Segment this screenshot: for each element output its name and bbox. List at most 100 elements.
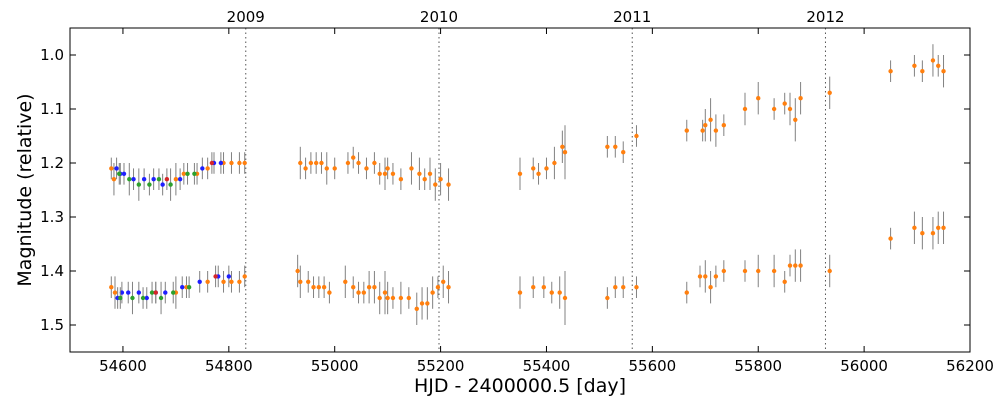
data-point-orange bbox=[435, 285, 441, 290]
data-point-blue bbox=[163, 290, 168, 295]
data-point-blue bbox=[144, 295, 149, 301]
data-point-orange bbox=[742, 106, 748, 112]
data-point-orange bbox=[321, 285, 327, 290]
data-point-red bbox=[164, 177, 170, 182]
x-tick-label: 56200 bbox=[946, 357, 994, 375]
data-point-orange bbox=[703, 123, 708, 128]
data-point-orange bbox=[684, 128, 689, 133]
data-point-orange bbox=[793, 263, 798, 268]
data-point-orange bbox=[930, 231, 936, 236]
data-point-orange bbox=[377, 295, 382, 301]
data-point-orange bbox=[237, 279, 242, 284]
data-point-orange bbox=[634, 285, 639, 290]
data-point-green bbox=[147, 182, 152, 187]
data-point-orange bbox=[700, 128, 705, 133]
x-tick-label: 55800 bbox=[734, 357, 782, 375]
data-point-orange bbox=[930, 58, 936, 63]
data-point-orange bbox=[313, 160, 319, 166]
data-point-orange bbox=[372, 160, 377, 166]
data-point-orange bbox=[306, 279, 311, 284]
y-tick-label: 1.1 bbox=[40, 100, 64, 118]
data-point-orange bbox=[798, 263, 803, 268]
data-point-orange bbox=[109, 166, 114, 171]
data-point-blue bbox=[218, 160, 224, 166]
data-point-blue bbox=[177, 177, 183, 182]
data-point-orange bbox=[782, 101, 787, 106]
data-point-orange bbox=[382, 290, 388, 295]
data-point-blue bbox=[226, 274, 232, 279]
y-tick-label: 1.2 bbox=[40, 154, 64, 172]
data-point-orange bbox=[205, 166, 210, 171]
x-tick-label: 55000 bbox=[311, 357, 359, 375]
data-point-orange bbox=[827, 90, 832, 96]
data-point-orange bbox=[536, 171, 541, 176]
data-point-green bbox=[149, 290, 155, 295]
data-point-orange bbox=[441, 279, 446, 284]
data-point-orange bbox=[936, 225, 941, 230]
data-point-orange bbox=[366, 285, 372, 290]
data-point-orange bbox=[364, 166, 369, 171]
data-points-group bbox=[109, 44, 946, 325]
data-point-orange bbox=[721, 123, 727, 128]
data-point-orange bbox=[111, 177, 117, 182]
data-point-orange bbox=[433, 182, 438, 187]
data-point-orange bbox=[912, 225, 917, 230]
data-point-orange bbox=[298, 279, 303, 284]
data-point-orange bbox=[319, 160, 324, 166]
data-point-orange bbox=[361, 290, 367, 295]
year-marker-label: 2010 bbox=[420, 8, 458, 26]
x-tick-label: 54800 bbox=[205, 357, 253, 375]
data-point-orange bbox=[242, 160, 247, 166]
data-point-orange bbox=[324, 166, 329, 171]
data-point-orange bbox=[531, 285, 536, 290]
data-point-orange bbox=[888, 236, 893, 241]
data-point-orange bbox=[109, 285, 114, 290]
data-point-orange bbox=[173, 177, 179, 182]
data-point-red bbox=[209, 160, 215, 166]
data-point-orange bbox=[827, 268, 832, 274]
data-point-orange bbox=[782, 279, 787, 284]
x-tick-label: 56000 bbox=[840, 357, 888, 375]
data-point-orange bbox=[742, 268, 748, 274]
data-point-orange bbox=[398, 295, 404, 301]
data-point-orange bbox=[417, 171, 422, 176]
data-point-green bbox=[136, 182, 142, 187]
data-point-orange bbox=[406, 295, 412, 301]
x-axis-title: HJD - 2400000.5 [day] bbox=[414, 375, 626, 397]
data-point-orange bbox=[385, 295, 390, 301]
data-point-orange bbox=[517, 290, 523, 295]
data-point-green bbox=[168, 182, 173, 187]
data-point-orange bbox=[422, 177, 427, 182]
data-point-blue bbox=[197, 279, 202, 284]
data-point-blue bbox=[126, 290, 131, 295]
data-point-orange bbox=[787, 263, 793, 268]
year-marker-group: 2009 2010 2011 2012 bbox=[227, 8, 845, 352]
data-point-blue bbox=[121, 171, 127, 176]
data-point-orange bbox=[311, 285, 316, 290]
data-point-orange bbox=[621, 285, 626, 290]
data-point-orange bbox=[205, 279, 210, 284]
data-point-orange bbox=[541, 285, 547, 290]
data-point-orange bbox=[229, 279, 234, 284]
y-tick-label: 1.3 bbox=[40, 208, 64, 226]
data-point-orange bbox=[242, 274, 247, 279]
plot-frame bbox=[69, 27, 971, 353]
data-point-orange bbox=[613, 285, 618, 290]
data-point-orange bbox=[912, 63, 917, 68]
data-point-orange bbox=[613, 144, 618, 149]
year-marker-label: 2012 bbox=[806, 8, 844, 26]
data-point-green bbox=[158, 295, 164, 301]
data-point-orange bbox=[372, 285, 377, 290]
data-point-orange bbox=[708, 117, 713, 123]
data-point-orange bbox=[385, 166, 390, 171]
data-point-orange bbox=[544, 166, 549, 171]
data-point-red bbox=[213, 274, 218, 279]
x-tick-label: 55200 bbox=[417, 357, 465, 375]
data-point-orange bbox=[560, 144, 565, 149]
data-point-orange bbox=[377, 171, 382, 176]
data-point-orange bbox=[414, 306, 419, 311]
data-point-orange bbox=[941, 225, 946, 230]
data-point-orange bbox=[409, 166, 414, 171]
data-point-orange bbox=[517, 171, 523, 176]
